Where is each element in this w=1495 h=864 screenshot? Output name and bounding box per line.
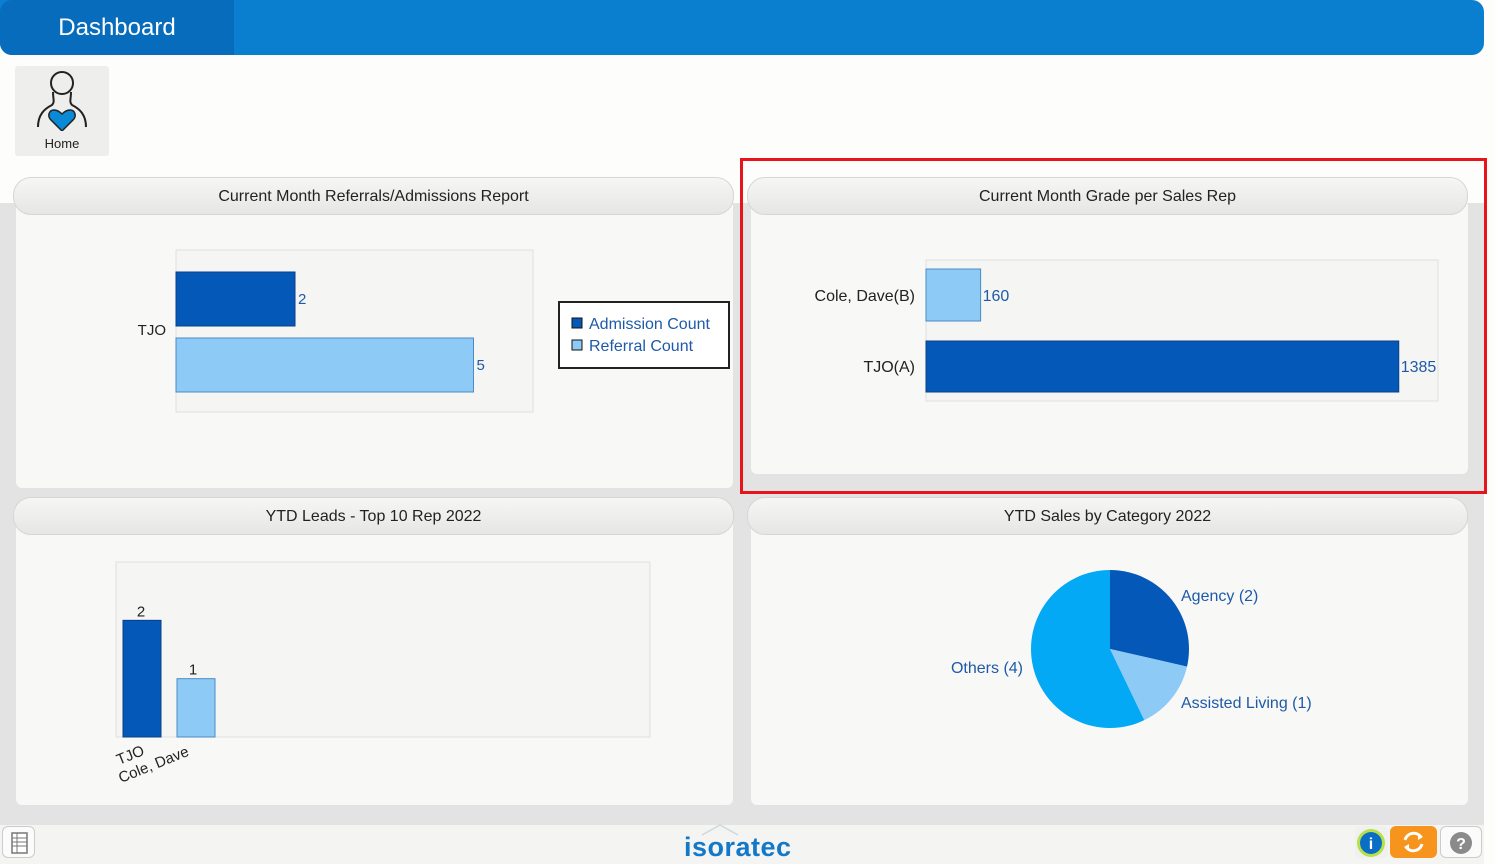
tab-dashboard[interactable]: Dashboard — [0, 0, 234, 55]
help-glyph: ? — [1456, 836, 1466, 853]
data-label-admission: 2 — [298, 291, 306, 308]
pie-label-agency: Agency (2) — [1181, 588, 1258, 605]
legend-label-admission: Admission Count — [589, 316, 711, 333]
info-button[interactable]: i — [1355, 826, 1388, 858]
pie-slice-agency — [1110, 570, 1189, 667]
sales-pie-chart: Agency (2) Assisted Living (1) Others (4… — [951, 570, 1312, 728]
logo-roof-icon — [701, 824, 739, 836]
category-label-tjo: TJO(A) — [863, 359, 915, 376]
data-label-cole: 160 — [983, 288, 1010, 305]
sales-panel-title: YTD Sales by Category 2022 — [747, 497, 1468, 535]
refresh-icon — [1403, 831, 1424, 853]
home-button[interactable]: Home — [15, 66, 109, 156]
bar-cole — [176, 678, 216, 738]
leads-panel-title: YTD Leads - Top 10 Rep 2022 — [13, 497, 734, 535]
bar-referral — [175, 337, 474, 393]
grade-panel-title: Current Month Grade per Sales Rep — [747, 177, 1468, 215]
pie-label-assisted-living: Assisted Living (1) — [1181, 695, 1312, 712]
highlight-box — [740, 158, 1487, 494]
pie-slice-others — [1031, 570, 1145, 728]
spreadsheet-icon — [11, 832, 28, 854]
home-label: Home — [44, 136, 80, 151]
header-bar: Dashboard — [0, 0, 1484, 55]
category-label-cole: Cole, Dave(B) — [815, 288, 915, 305]
info-glyph: i — [1369, 836, 1373, 853]
legend-swatch-admission — [571, 317, 583, 329]
refresh-button[interactable] — [1390, 826, 1437, 858]
bar-admission — [175, 271, 296, 327]
pie-label-others: Others (4) — [951, 660, 1023, 677]
grade-chart: Cole, Dave(B) 160 TJO(A) 1385 — [815, 259, 1439, 402]
isoratec-logo: isoratec — [684, 832, 792, 862]
pie-slice-assisted-living — [1110, 649, 1188, 721]
legend-box — [558, 301, 730, 369]
data-label-tjo: 1385 — [1401, 359, 1437, 376]
person-heart-icon — [37, 71, 87, 131]
category-label: TJO — [138, 322, 166, 339]
report-button[interactable] — [2, 826, 35, 858]
bar-tjo — [122, 619, 162, 738]
bar-tjo — [925, 340, 1400, 393]
data-label-tjo: 2 — [137, 603, 145, 620]
help-button[interactable]: ? — [1440, 826, 1482, 858]
legend-label-referral: Referral Count — [589, 338, 694, 355]
referrals-panel-title: Current Month Referrals/Admissions Repor… — [13, 177, 734, 215]
info-icon: i — [1357, 829, 1385, 857]
referrals-chart: TJO 2 5 Admission Count Referral Count — [138, 249, 730, 413]
data-label-referral: 5 — [477, 357, 485, 374]
bar-cole — [925, 268, 982, 322]
footer-bar — [0, 825, 1484, 864]
leads-chart: 2 1 TJO Cole, Dave — [114, 561, 651, 787]
legend-swatch-referral — [571, 339, 583, 351]
help-icon: ? — [1450, 832, 1472, 854]
data-label-cole: 1 — [189, 662, 197, 679]
